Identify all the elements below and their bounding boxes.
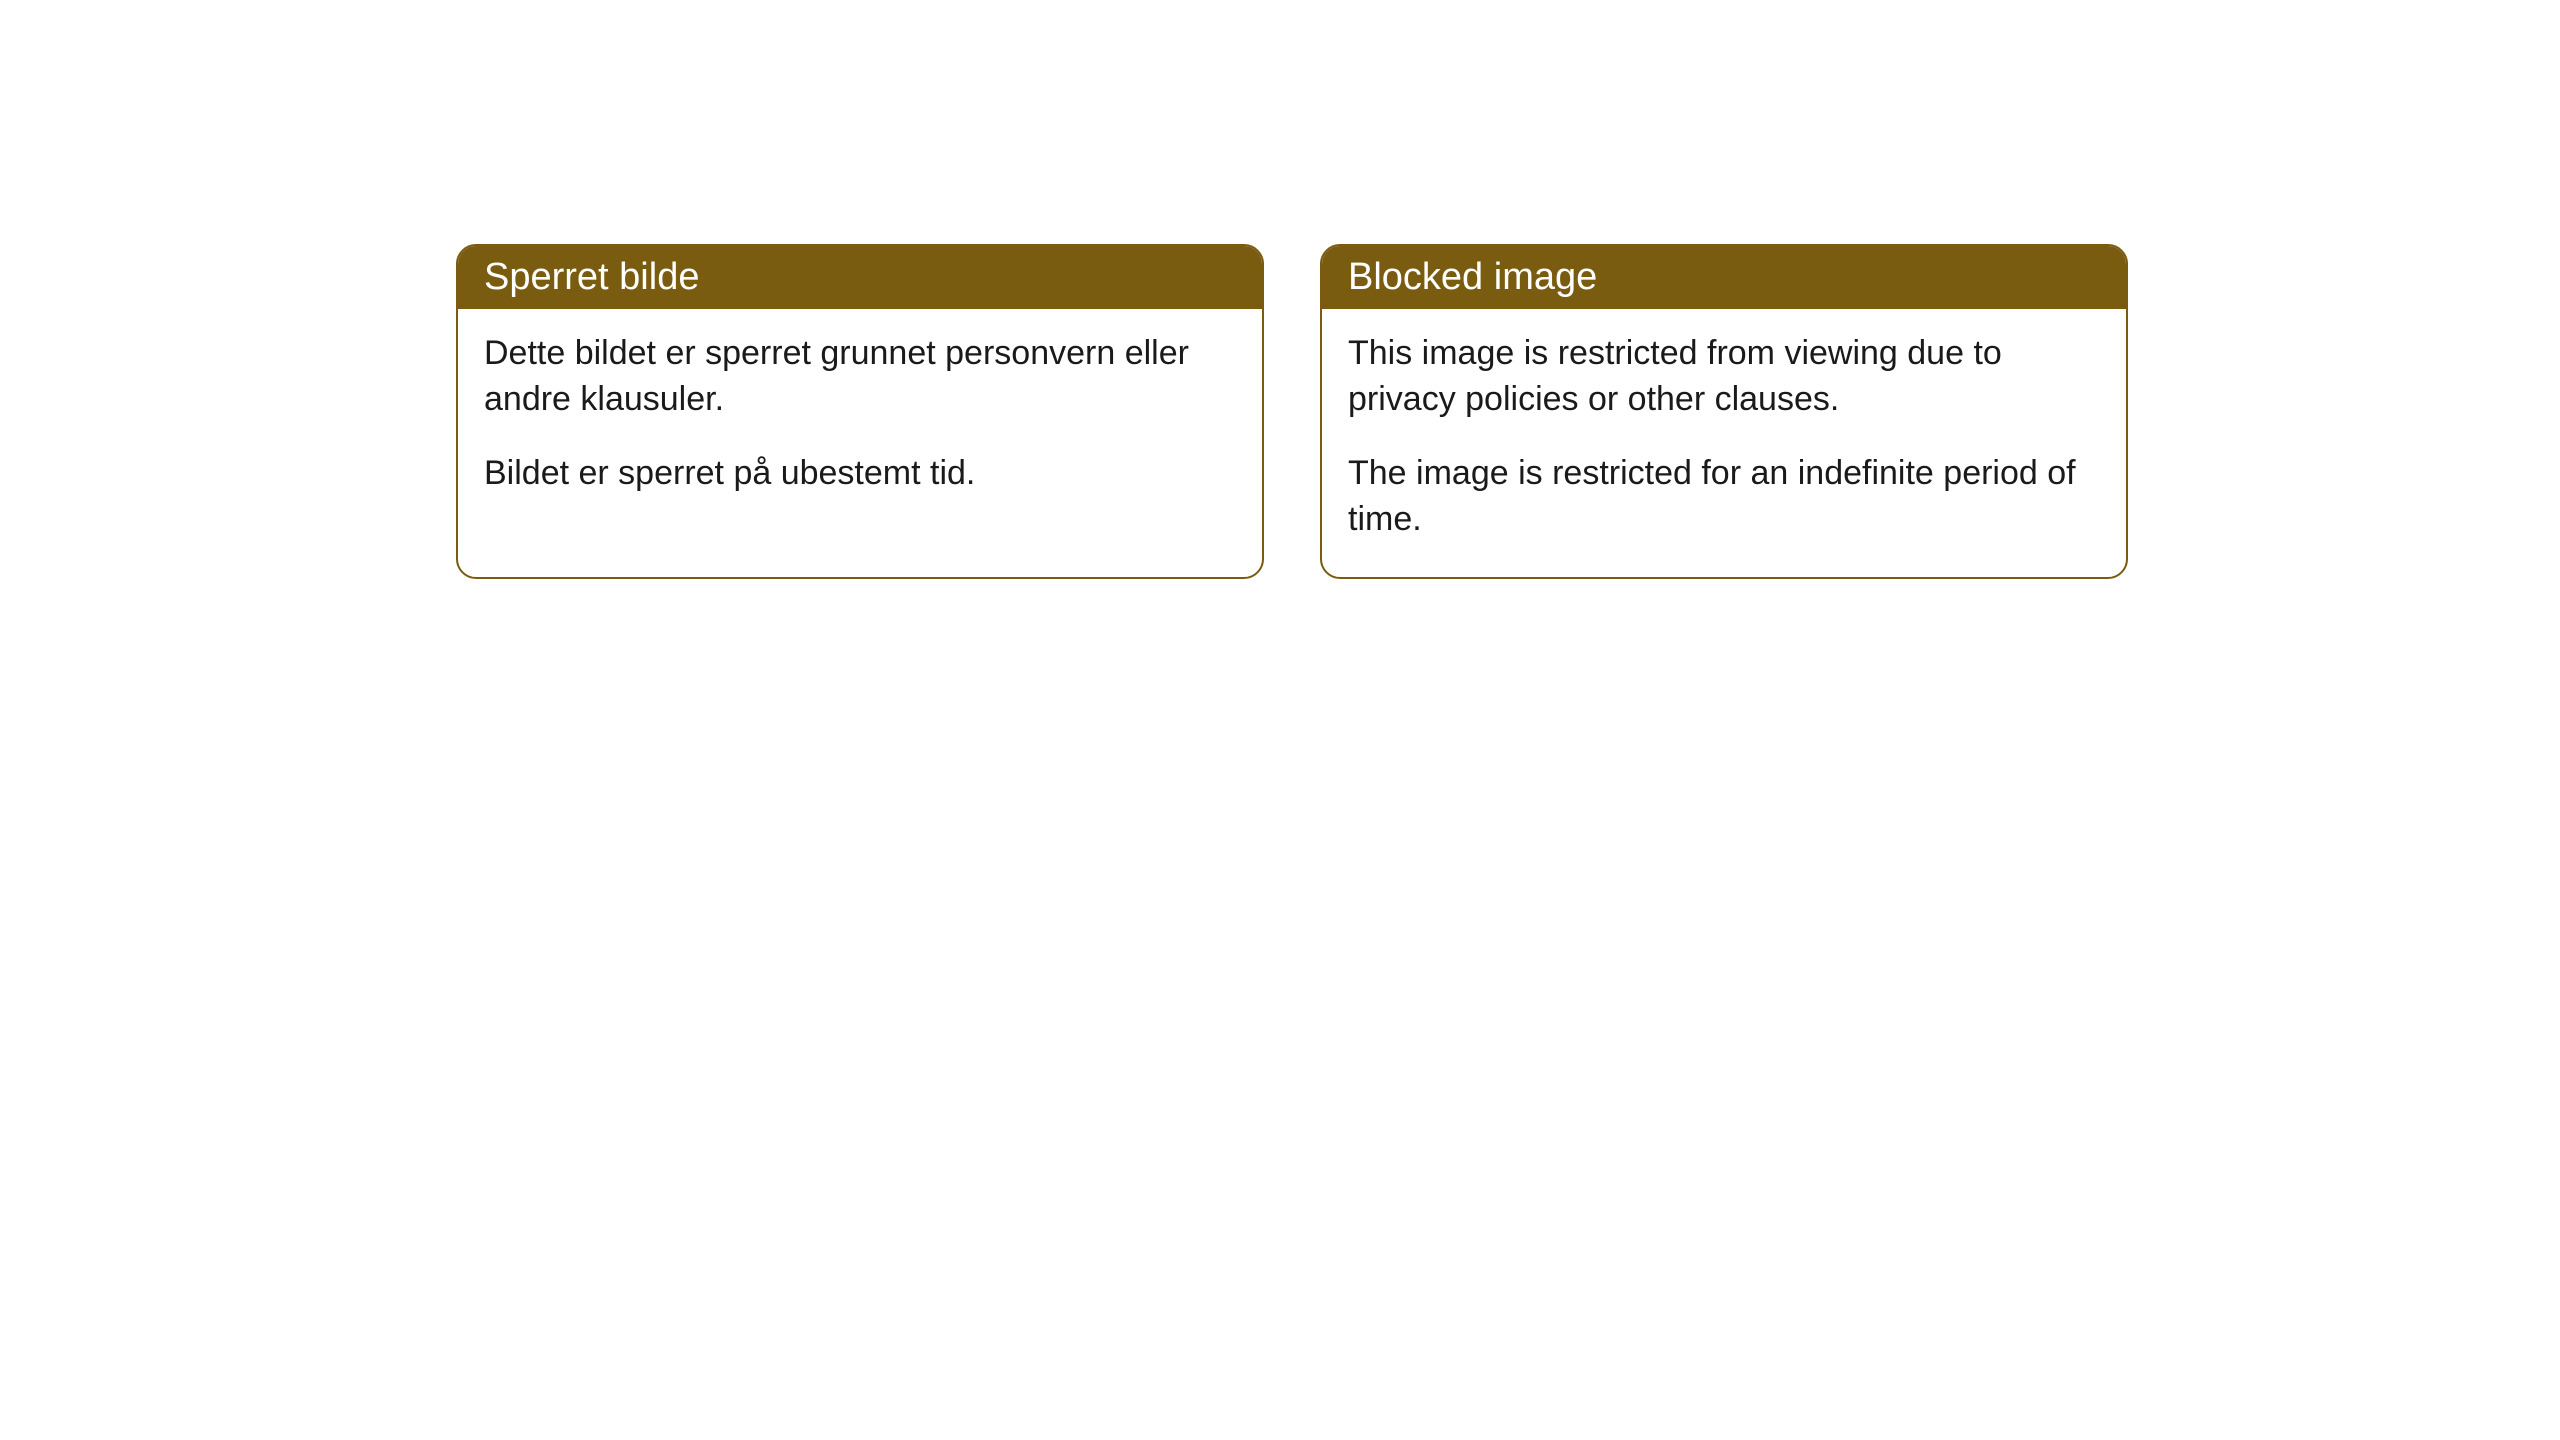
notice-paragraph-2: Bildet er sperret på ubestemt tid. [484,451,1236,497]
notice-paragraph-2: The image is restricted for an indefinit… [1348,451,2100,543]
card-body-english: This image is restricted from viewing du… [1322,309,2126,577]
notice-container: Sperret bilde Dette bildet er sperret gr… [456,244,2128,579]
notice-card-norwegian: Sperret bilde Dette bildet er sperret gr… [456,244,1264,579]
notice-paragraph-1: Dette bildet er sperret grunnet personve… [484,331,1236,423]
notice-paragraph-1: This image is restricted from viewing du… [1348,331,2100,423]
card-body-norwegian: Dette bildet er sperret grunnet personve… [458,309,1262,531]
card-header-norwegian: Sperret bilde [458,246,1262,309]
card-header-english: Blocked image [1322,246,2126,309]
notice-card-english: Blocked image This image is restricted f… [1320,244,2128,579]
